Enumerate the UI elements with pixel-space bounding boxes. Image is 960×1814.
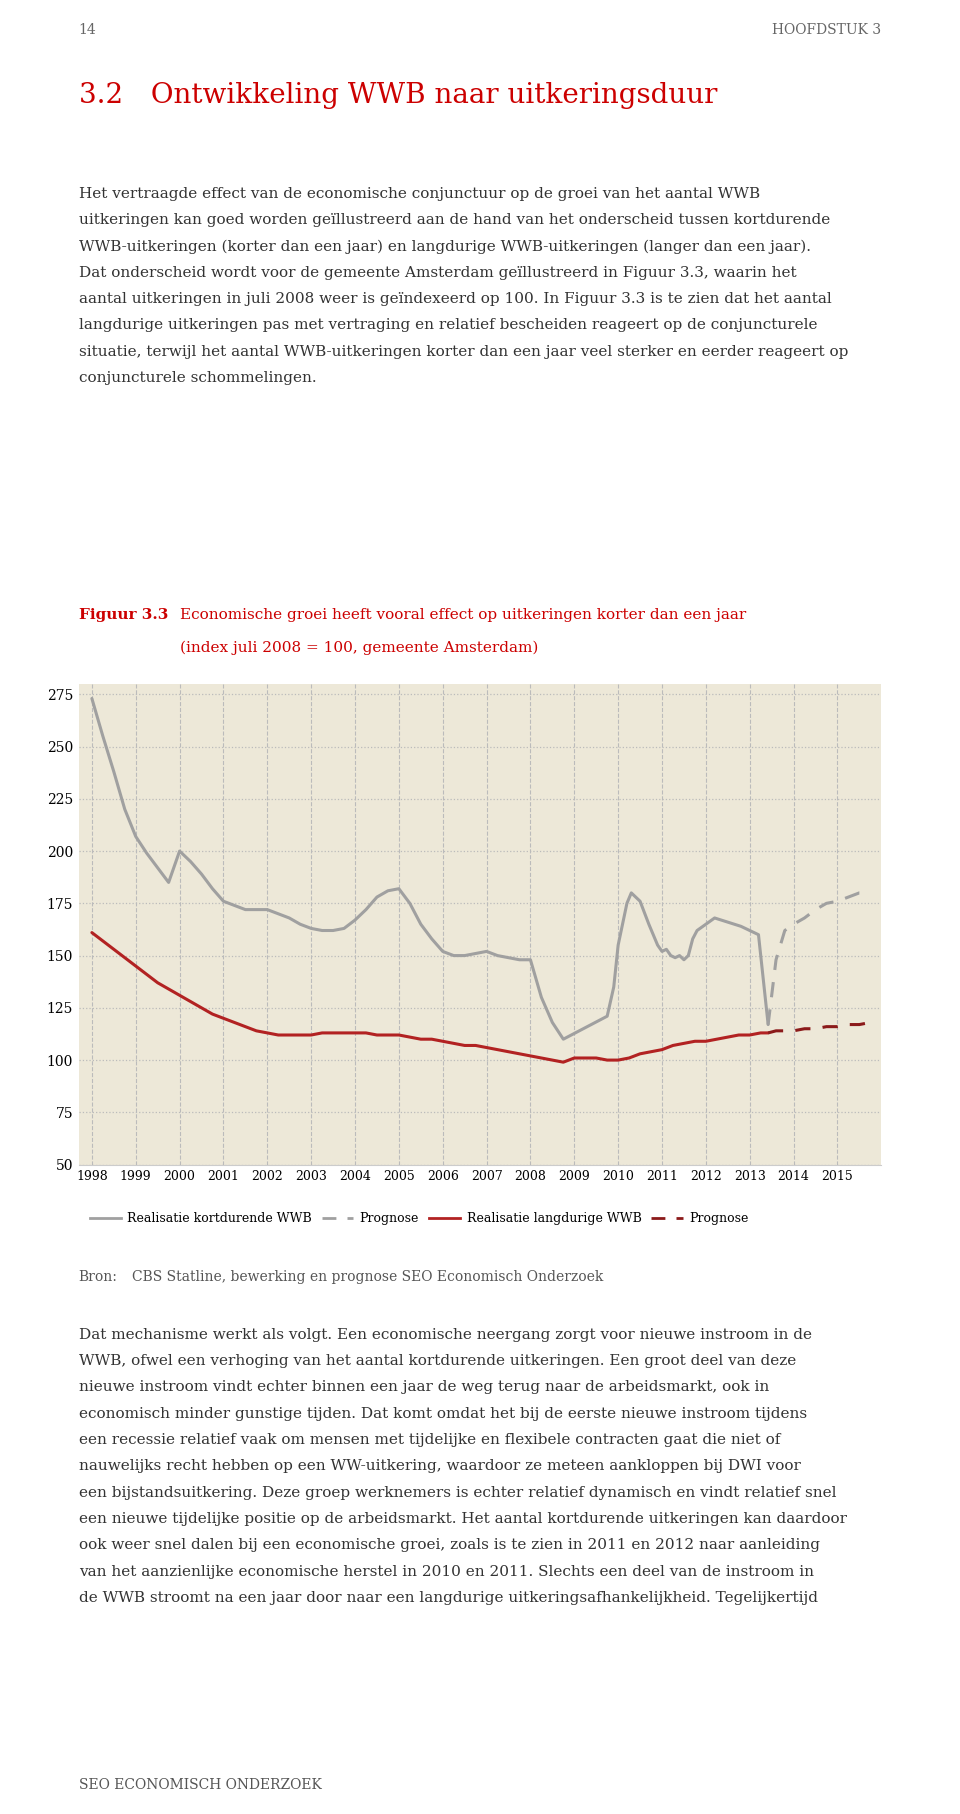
Text: conjuncturele schommelingen.: conjuncturele schommelingen. xyxy=(79,372,317,385)
Text: een bijstandsuitkering. Deze groep werknemers is echter relatief dynamisch en vi: een bijstandsuitkering. Deze groep werkn… xyxy=(79,1486,836,1500)
Text: uitkeringen kan goed worden geïllustreerd aan de hand van het onderscheid tussen: uitkeringen kan goed worden geïllustreer… xyxy=(79,212,830,227)
Text: de WWB stroomt na een jaar door naar een langdurige uitkeringsafhankelijkheid. T: de WWB stroomt na een jaar door naar een… xyxy=(79,1591,818,1605)
Text: Figuur 3.3: Figuur 3.3 xyxy=(79,608,168,622)
Text: economisch minder gunstige tijden. Dat komt omdat het bij de eerste nieuwe instr: economisch minder gunstige tijden. Dat k… xyxy=(79,1408,806,1420)
Text: Bron:: Bron: xyxy=(79,1270,117,1284)
Text: HOOFDSTUK 3: HOOFDSTUK 3 xyxy=(772,22,881,36)
Text: situatie, terwijl het aantal WWB-uitkeringen korter dan een jaar veel sterker en: situatie, terwijl het aantal WWB-uitkeri… xyxy=(79,345,848,359)
Text: aantal uitkeringen in juli 2008 weer is geïndexeerd op 100. In Figuur 3.3 is te : aantal uitkeringen in juli 2008 weer is … xyxy=(79,292,831,307)
Text: SEO ECONOMISCH ONDERZOEK: SEO ECONOMISCH ONDERZOEK xyxy=(79,1778,322,1792)
Text: WWB, ofwel een verhoging van het aantal kortdurende uitkeringen. Een groot deel : WWB, ofwel een verhoging van het aantal … xyxy=(79,1353,796,1368)
Legend: Realisatie kortdurende WWB, Prognose, Realisatie langdurige WWB, Prognose: Realisatie kortdurende WWB, Prognose, Re… xyxy=(85,1206,754,1230)
Text: Dat onderscheid wordt voor de gemeente Amsterdam geïllustreerd in Figuur 3.3, wa: Dat onderscheid wordt voor de gemeente A… xyxy=(79,265,797,279)
Text: een nieuwe tijdelijke positie op de arbeidsmarkt. Het aantal kortdurende uitkeri: een nieuwe tijdelijke positie op de arbe… xyxy=(79,1513,847,1526)
Text: ook weer snel dalen bij een economische groei, zoals is te zien in 2011 en 2012 : ook weer snel dalen bij een economische … xyxy=(79,1538,820,1553)
Text: (index juli 2008 = 100, gemeente Amsterdam): (index juli 2008 = 100, gemeente Amsterd… xyxy=(180,640,538,655)
Text: Dat mechanisme werkt als volgt. Een economische neergang zorgt voor nieuwe instr: Dat mechanisme werkt als volgt. Een econ… xyxy=(79,1328,812,1342)
Text: langdurige uitkeringen pas met vertraging en relatief bescheiden reageert op de : langdurige uitkeringen pas met vertragin… xyxy=(79,319,817,332)
Text: Economische groei heeft vooral effect op uitkeringen korter dan een jaar: Economische groei heeft vooral effect op… xyxy=(180,608,746,622)
Text: CBS Statline, bewerking en prognose SEO Economisch Onderzoek: CBS Statline, bewerking en prognose SEO … xyxy=(132,1270,603,1284)
Text: WWB-uitkeringen (korter dan een jaar) en langdurige WWB-uitkeringen (langer dan : WWB-uitkeringen (korter dan een jaar) en… xyxy=(79,239,810,254)
Text: 14: 14 xyxy=(79,22,96,36)
Text: Het vertraagde effect van de economische conjunctuur op de groei van het aantal : Het vertraagde effect van de economische… xyxy=(79,187,760,201)
Text: nieuwe instroom vindt echter binnen een jaar de weg terug naar de arbeidsmarkt, : nieuwe instroom vindt echter binnen een … xyxy=(79,1380,769,1395)
Text: van het aanzienlijke economische herstel in 2010 en 2011. Slechts een deel van d: van het aanzienlijke economische herstel… xyxy=(79,1564,814,1578)
Text: nauwelijks recht hebben op een WW-uitkering, waardoor ze meteen aankloppen bij D: nauwelijks recht hebben op een WW-uitker… xyxy=(79,1458,801,1473)
Text: 3.2 Ontwikkeling WWB naar uitkeringsduur: 3.2 Ontwikkeling WWB naar uitkeringsduur xyxy=(79,82,717,109)
Text: een recessie relatief vaak om mensen met tijdelijke en flexibele contracten gaat: een recessie relatief vaak om mensen met… xyxy=(79,1433,780,1448)
